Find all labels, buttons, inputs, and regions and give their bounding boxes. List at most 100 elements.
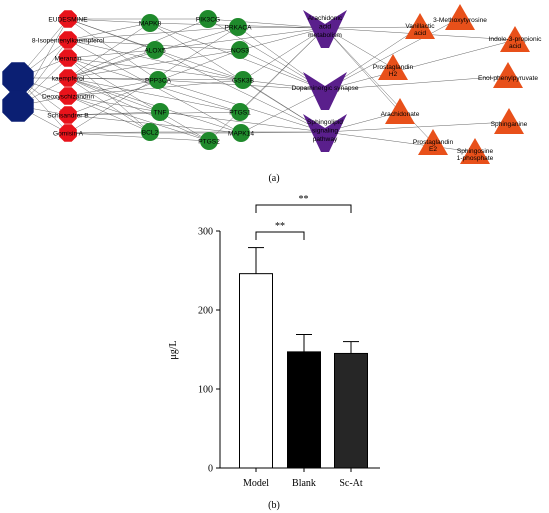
y-tick-label: 0 [208, 464, 213, 475]
network-edge [67, 95, 210, 142]
network-diagram: EUDESMINE 8-Isopentenylkaempferol Meranzin… [2, 4, 542, 164]
network-edge [67, 18, 209, 79]
y-tick-label: 200 [198, 306, 213, 317]
target-node: PTGS1 [229, 103, 251, 121]
x-tick-label: Model [243, 478, 269, 489]
network-edge [208, 27, 326, 142]
network-edge [67, 18, 159, 81]
chart-error-bars [248, 247, 359, 354]
network-edge [154, 27, 326, 51]
pathway-node: Arachidonic acid metabolism [303, 10, 347, 48]
metabolite-node: Vanillactic acid [405, 13, 435, 39]
target-node: NOS3 [231, 41, 249, 59]
metabolite-node-label: 3-Methoxytyrosine [433, 17, 487, 24]
metabolite-node-label: Arachidonate [381, 111, 420, 118]
panel-b-caption: (b) [268, 500, 280, 511]
network-edge [324, 131, 476, 153]
x-tick-label: Sc-At [339, 478, 363, 489]
metabolite-node: 3-Methoxytyrosine [433, 4, 487, 30]
network-edge [67, 22, 151, 41]
y-axis-label: μg/L [168, 340, 179, 359]
pathway-node-label: Arachidonic acid metabolism [308, 15, 343, 39]
network-edge [324, 75, 509, 91]
network-edge [67, 77, 161, 113]
network-edge [67, 111, 161, 116]
metabolite-node: Indole-3-propionic acid [489, 26, 542, 52]
network-edge [67, 114, 242, 134]
y-tick-label: 300 [198, 227, 213, 238]
metabolite-node: Sphinganine [491, 108, 528, 134]
metabolite-node: Enol-phenylpyruvate [478, 62, 538, 88]
compound-node: EUDESMINE [48, 10, 88, 28]
network-edge [67, 77, 210, 142]
compound-node: kaempferol [52, 69, 85, 87]
pathway-node: Sphingolipid signaling pathway [303, 114, 347, 152]
metabolite-node: Prostaglandin E2 [413, 129, 454, 155]
pathway-node: Dopaminergic synapse [291, 72, 359, 110]
target-node-label: MAPK14 [228, 130, 254, 137]
network-edge [67, 95, 161, 113]
network-edge [159, 111, 326, 133]
target-node: PPP3CA [145, 71, 172, 89]
x-tick-label: Blank [292, 478, 316, 489]
network-edge [67, 26, 239, 41]
network-edge [67, 132, 210, 142]
network-edge [67, 77, 151, 133]
compound-node: Gomisin A [53, 124, 84, 142]
network-edge [324, 39, 516, 91]
network-edge [67, 49, 156, 79]
compound-node: Schisandrer B [47, 106, 89, 124]
network-edge [67, 49, 241, 79]
network-edge [207, 18, 326, 91]
metabolite-node-label: Prostaglandin H2 [373, 64, 414, 78]
compound-node: Meranzin [54, 49, 82, 67]
metabolite-node-label: Prostaglandin E2 [413, 139, 454, 153]
significance-label: ** [299, 194, 309, 205]
network-edge [237, 26, 326, 29]
compound-node-label: EUDESMINE [48, 16, 88, 23]
compound-node-label: 8-Isopentenylkaempferol [32, 37, 105, 44]
network-edge [67, 49, 156, 59]
target-node-label: PTGS1 [229, 109, 251, 116]
compound-node-label: kaempferol [52, 75, 85, 82]
metabolite-node-label: Sphinganine [491, 121, 528, 128]
target-node-label: PRKACA [224, 24, 252, 31]
target-node-label: PPP3CA [145, 77, 172, 84]
compound-node-label: Meranzin [54, 55, 81, 62]
target-node-label: PIK3CG [196, 16, 220, 23]
target-node: PRKACA [224, 18, 252, 36]
target-node: MAPK14 [228, 124, 254, 142]
network-edge [67, 57, 244, 81]
bar-sc-at [334, 352, 368, 469]
metabolite-node: Prostaglandin H2 [373, 54, 414, 80]
network-nodes: EUDESMINE 8-Isopentenylkaempferol Meranzin… [2, 4, 542, 164]
metabolite-node-label: Sphingosine 1-phosphate [457, 148, 494, 162]
compound-node-label: Deoxyschizandrin [42, 93, 94, 100]
metabolite-node-label: Indole-3-propionic acid [489, 36, 542, 50]
pathway-node-label: Dopaminergic synapse [291, 85, 358, 92]
network-edge [67, 39, 244, 81]
bar-chart: 0 100 200 300 Model Blank Sc-At ** ** μg/L [168, 194, 380, 489]
metabolite-node: Arachidonate [381, 98, 420, 124]
network-edges [17, 17, 516, 153]
pathway-node-label: Sphingolipid signaling pathway [307, 119, 343, 143]
bar-blank [287, 351, 321, 469]
target-node: MAPK8 [139, 14, 162, 32]
target-node: ALOX5 [144, 41, 166, 59]
compound-node-label: Schisandrer B [47, 112, 89, 119]
panel-a-caption: (a) [268, 173, 279, 184]
significance-bracket [255, 231, 305, 240]
metabolite-node-label: Enol-phenylpyruvate [478, 75, 538, 82]
target-node: BCL2 [141, 123, 159, 141]
network-edge [324, 121, 510, 133]
target-node-label: TNF [154, 109, 167, 116]
blue-node [2, 90, 34, 122]
network-edge [207, 18, 326, 29]
target-node: PIK3CG [196, 10, 220, 28]
metabolite-node: Sphingosine 1-phosphate [457, 138, 494, 164]
network-edge [67, 18, 151, 24]
network-edge [67, 22, 151, 79]
network-edge [154, 49, 326, 133]
network-edge [242, 27, 326, 81]
